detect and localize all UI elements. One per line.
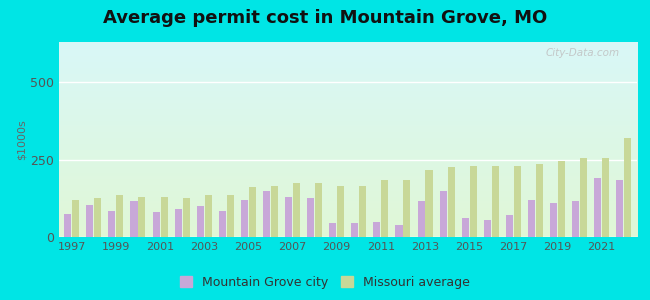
Bar (514, 166, 521, 237)
Bar (285, 197, 292, 237)
Bar (550, 203, 557, 237)
Bar (131, 201, 138, 237)
Bar (439, 190, 447, 237)
Bar (616, 180, 623, 237)
Bar (417, 201, 424, 237)
Bar (263, 190, 270, 237)
Bar (329, 223, 336, 237)
Bar (86, 205, 94, 237)
Bar (293, 183, 300, 237)
Bar (337, 186, 345, 237)
Bar (506, 215, 513, 237)
Bar (572, 201, 579, 237)
Bar (462, 218, 469, 237)
Bar (271, 186, 278, 237)
Bar (307, 198, 314, 237)
Bar (249, 188, 256, 237)
Bar (116, 195, 124, 237)
Bar (359, 186, 367, 237)
Text: City-Data.com: City-Data.com (545, 48, 619, 58)
Bar (558, 161, 565, 237)
Text: Average permit cost in Mountain Grove, MO: Average permit cost in Mountain Grove, M… (103, 9, 547, 27)
Bar (426, 170, 432, 237)
Bar (205, 195, 212, 237)
Bar (241, 200, 248, 237)
Bar (94, 198, 101, 237)
Bar (351, 223, 358, 237)
Y-axis label: $1000s: $1000s (17, 119, 27, 160)
Bar (395, 225, 402, 237)
Bar (470, 166, 476, 237)
Legend: Mountain Grove city, Missouri average: Mountain Grove city, Missouri average (175, 271, 475, 294)
Bar (491, 166, 499, 237)
Bar (594, 178, 601, 237)
Bar (373, 221, 380, 237)
Bar (175, 209, 182, 237)
Bar (580, 158, 587, 237)
Bar (138, 197, 146, 237)
Bar (382, 180, 389, 237)
Bar (528, 200, 535, 237)
Bar (219, 211, 226, 237)
Bar (448, 167, 454, 237)
Bar (64, 214, 72, 237)
Bar (109, 211, 116, 237)
Bar (183, 198, 190, 237)
Bar (197, 206, 204, 237)
Bar (227, 195, 234, 237)
Bar (404, 180, 410, 237)
Bar (161, 197, 168, 237)
Bar (315, 183, 322, 237)
Bar (536, 164, 543, 237)
Bar (484, 220, 491, 237)
Bar (624, 138, 631, 237)
Bar (602, 158, 609, 237)
Bar (72, 200, 79, 237)
Bar (153, 212, 160, 237)
